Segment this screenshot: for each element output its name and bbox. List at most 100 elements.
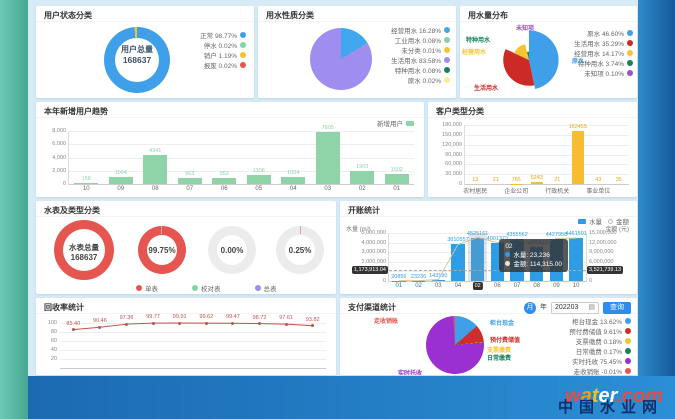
data-point[interactable]	[231, 321, 235, 325]
bar[interactable]	[143, 155, 168, 184]
gridline	[465, 144, 629, 146]
legend-item[interactable]: 报废 0.02%	[200, 61, 246, 70]
legend-swatch	[444, 37, 450, 43]
legend-item[interactable]: 走收销账 -0.01%	[569, 367, 631, 375]
bar[interactable]	[108, 176, 133, 184]
x-axis-tick: 08	[533, 283, 541, 289]
x-axis-tick: 06	[494, 283, 501, 289]
bar[interactable]	[281, 177, 306, 184]
legend-item[interactable]: 水量	[578, 217, 602, 226]
y-axis-tick: 20	[50, 356, 57, 362]
axis-pointer-shadow	[467, 233, 488, 281]
legend-item[interactable]: 原水 46.60%	[574, 29, 633, 38]
rose-slice[interactable]	[503, 49, 535, 86]
panel-header: 用水性质分类	[258, 6, 456, 22]
payment-legend: 柜台现金 13.62% 预付费储值 9.61% 支票缴费 0.18% 日常缴费 0.1…	[569, 317, 631, 375]
panel-title: 客户类型分类	[436, 107, 484, 116]
data-point[interactable]	[258, 322, 261, 326]
bar[interactable]	[74, 182, 99, 184]
data-point[interactable]	[125, 322, 128, 326]
date-input[interactable]: 202203 ▤	[551, 302, 599, 314]
legend-swatch	[240, 32, 246, 38]
y-axis-tick: 2,000	[52, 167, 66, 174]
y-axis-tick: 4,000	[52, 154, 66, 161]
legend-item[interactable]: 单表	[136, 284, 158, 293]
legend-item[interactable]: 未知项 0.10%	[574, 69, 633, 78]
y-axis-tick: 180,000	[442, 122, 462, 128]
legend-item[interactable]: 支票缴费 0.18%	[569, 337, 631, 346]
bar-value-label: 4341	[149, 148, 162, 155]
legend-item[interactable]: 校对表	[192, 284, 221, 293]
data-point[interactable]	[284, 322, 288, 326]
water-volume-legend: 原水 46.60% 生活用水 35.29% 经营用水 14.17% 特种用水 3.74…	[574, 29, 633, 78]
bar-value-label: 765	[511, 176, 521, 183]
legend-item[interactable]: 金额	[608, 217, 629, 226]
data-point[interactable]	[178, 321, 182, 325]
bar[interactable]	[177, 177, 202, 184]
month-mode-icon[interactable]: 月	[524, 302, 536, 314]
bar[interactable]	[384, 174, 409, 184]
legend-swatch	[627, 50, 633, 56]
legend-item[interactable]: 日常缴费 0.17%	[569, 347, 631, 356]
bar[interactable]	[246, 175, 271, 184]
panel-water-volume: 用水量分布 未知项 特种用水 经营用水 原水 生活用水 原水 46.60% 生活用…	[460, 6, 637, 98]
legend-item[interactable]: 原水 0.02%	[391, 76, 450, 85]
legend-item[interactable]: 停水 0.02%	[200, 41, 246, 50]
y-axis-tick: 100	[47, 320, 57, 326]
legend-item[interactable]: 柜台现金 13.62%	[569, 317, 631, 326]
right-axis-tick: 9,000,000	[589, 249, 614, 256]
data-point[interactable]	[71, 328, 75, 332]
billing-legend[interactable]: 水量 金额	[578, 217, 629, 226]
gridline	[69, 144, 414, 146]
legend-swatch	[625, 328, 631, 334]
data-point[interactable]	[151, 321, 155, 325]
bar[interactable]	[350, 171, 375, 184]
legend-item[interactable]: 销户 1.19%	[200, 51, 246, 60]
donut-center-text: 0.25%	[276, 246, 324, 255]
legend-item[interactable]: 工业用水 0.08%	[391, 36, 450, 45]
bar-value-label: 4461501	[565, 231, 587, 238]
bar[interactable]	[212, 177, 237, 184]
right-axis-tick: 6,000,000	[589, 258, 614, 265]
panel-header: 开账统计	[340, 201, 637, 217]
bar[interactable]	[571, 130, 584, 184]
rose-slice[interactable]	[529, 30, 559, 89]
bar[interactable]	[451, 244, 465, 281]
legend-item[interactable]: 特种用水 0.08%	[391, 66, 450, 75]
tooltip-row: 水量: 23,236	[505, 251, 562, 260]
legend-item[interactable]: 正常 98.77%	[200, 31, 246, 40]
legend-swatch	[625, 358, 631, 364]
legend-swatch	[625, 368, 631, 374]
rose-slice[interactable]	[526, 51, 529, 60]
bar[interactable]	[315, 132, 340, 184]
tooltip-series-dot	[505, 251, 511, 257]
x-axis-tick: 09	[117, 186, 125, 192]
rose-slice[interactable]	[514, 44, 529, 60]
donut-center-text: 用户总量 168637	[104, 44, 170, 65]
data-point[interactable]	[311, 324, 315, 328]
legend-swatch	[444, 77, 450, 83]
legend-swatch	[444, 57, 450, 63]
legend-item[interactable]: 特种用水 3.74%	[574, 59, 633, 68]
legend-item[interactable]: 生活用水 83.58%	[391, 56, 450, 65]
legend-swatch	[444, 27, 450, 33]
bar[interactable]	[530, 182, 543, 184]
y-axis-tick: 0	[458, 181, 462, 187]
legend-item[interactable]: 总表	[254, 284, 277, 293]
y-axis-tick: 60	[50, 338, 57, 344]
legend-item[interactable]: 经营用水 14.17%	[574, 49, 633, 58]
data-point[interactable]	[204, 321, 208, 325]
legend-swatch	[444, 67, 450, 73]
query-button[interactable]: 查询	[603, 302, 631, 314]
year-mode-toggle[interactable]: 年	[540, 304, 547, 311]
legend-item[interactable]: 实时托收 75.45%	[569, 357, 631, 366]
legend-item[interactable]: 预付费储值 9.61%	[569, 327, 631, 336]
bar-value-label: 1502	[390, 167, 403, 174]
legend-label: 生活用水 35.29%	[574, 41, 624, 48]
legend-item[interactable]: 经营用水 16.28%	[391, 26, 450, 35]
legend-item[interactable]: 生活用水 35.29%	[574, 39, 633, 48]
bar[interactable]	[431, 279, 445, 281]
data-point[interactable]	[98, 325, 102, 329]
legend-item[interactable]: 未分类 0.01%	[391, 46, 450, 55]
new-users-legend[interactable]: 新增用户	[377, 119, 414, 128]
